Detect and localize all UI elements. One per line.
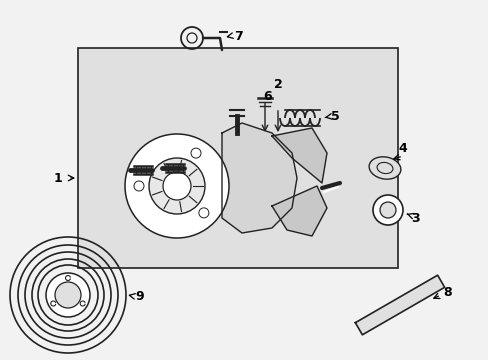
Circle shape [191, 148, 201, 158]
Circle shape [163, 172, 191, 200]
Circle shape [134, 181, 143, 191]
Circle shape [55, 282, 81, 308]
Circle shape [186, 33, 197, 43]
Polygon shape [271, 128, 326, 183]
Text: 9: 9 [135, 291, 144, 303]
Text: 5: 5 [330, 109, 339, 122]
Polygon shape [222, 123, 296, 233]
Circle shape [379, 202, 395, 218]
Circle shape [125, 134, 228, 238]
Polygon shape [271, 186, 326, 236]
Text: 7: 7 [233, 30, 242, 42]
Polygon shape [355, 275, 444, 335]
Circle shape [372, 195, 402, 225]
Bar [78, 48, 397, 268]
Text: 1: 1 [54, 171, 62, 185]
Text: 2: 2 [273, 77, 282, 90]
Text: 8: 8 [443, 285, 451, 298]
Text: 4: 4 [398, 141, 407, 154]
Text: 6: 6 [263, 90, 272, 103]
Text: 3: 3 [410, 212, 418, 225]
Ellipse shape [368, 157, 400, 179]
Circle shape [199, 208, 208, 218]
Circle shape [46, 273, 90, 317]
Circle shape [149, 158, 204, 214]
